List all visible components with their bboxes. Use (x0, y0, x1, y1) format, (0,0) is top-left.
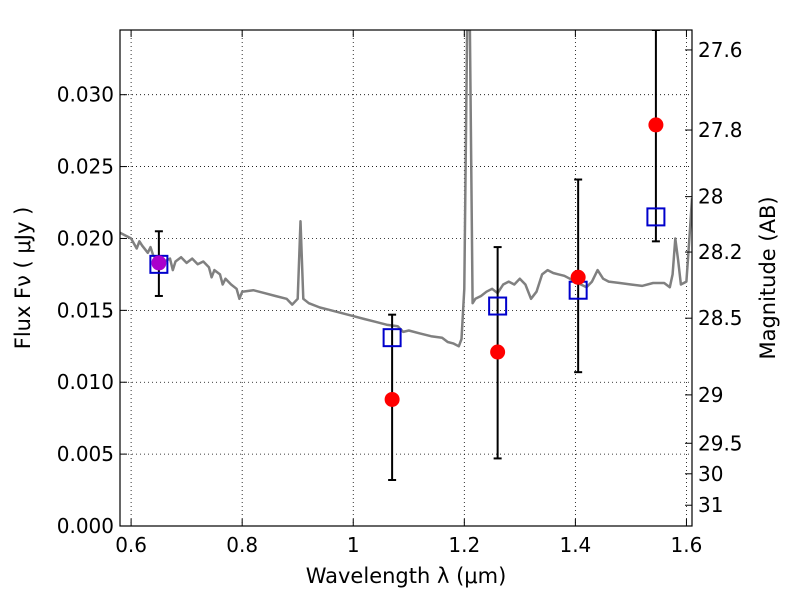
y2-tick-label: 27.6 (698, 38, 743, 62)
y2-tick-label: 28.5 (698, 306, 743, 330)
observed-circle-point (570, 269, 586, 285)
observed-circle-point (648, 117, 664, 133)
observed-circle-point (490, 344, 506, 360)
y-tick-label: 0.010 (57, 370, 114, 394)
y2-tick-label: 28.2 (698, 240, 743, 264)
observed-circle-point (384, 391, 400, 407)
y2-tick-label: 30 (698, 462, 723, 486)
y-tick-label: 0.005 (57, 442, 114, 466)
y2-tick-label: 27.8 (698, 118, 743, 142)
plot-frame (119, 29, 693, 527)
x-tick-label: 0.6 (115, 533, 147, 557)
y-tick-label: 0.020 (57, 226, 114, 250)
x-tick-label: 1 (347, 533, 360, 557)
y-tick-label: 0.030 (57, 83, 114, 107)
y2-tick-label: 28 (698, 185, 723, 209)
y2-axis-title: Magnitude (AB) (756, 196, 780, 359)
observed-circle-point (151, 255, 167, 271)
x-tick-label: 1.4 (559, 533, 591, 557)
y2-tick-label: 29.5 (698, 431, 743, 455)
plot-area (120, 30, 692, 481)
y-tick-label: 0.025 (57, 155, 114, 179)
y2-tick-label: 29 (698, 383, 723, 407)
x-tick-label: 1.2 (448, 533, 480, 557)
grid-lines (120, 30, 692, 527)
x-axis-title: Wavelength λ (μm) (306, 564, 507, 588)
y-tick-label: 0.000 (57, 514, 114, 538)
x-tick-label: 1.6 (671, 533, 703, 557)
model-square-point (646, 207, 666, 227)
model-square-point (488, 296, 508, 316)
spectrum-line (120, 30, 692, 348)
axis-ticks: 0.6 0.8 1 1.2 1.4 1.6 0.000 0.005 0.010 0.015 0.02… (57, 30, 743, 557)
model-square-point (382, 328, 402, 348)
y-axis-title: Flux Fν ( μJy ) (11, 207, 35, 350)
x-tick-label: 0.8 (226, 533, 258, 557)
y-tick-label: 0.015 (57, 298, 114, 322)
y2-tick-label: 31 (698, 493, 723, 517)
